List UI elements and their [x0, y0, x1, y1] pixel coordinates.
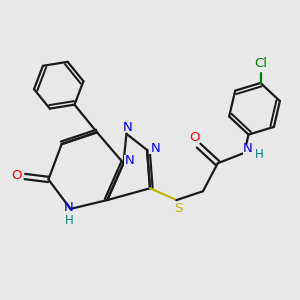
- FancyBboxPatch shape: [172, 203, 184, 214]
- Text: N: N: [125, 154, 135, 167]
- Text: N: N: [242, 142, 252, 155]
- FancyBboxPatch shape: [188, 132, 200, 143]
- FancyBboxPatch shape: [243, 145, 256, 156]
- Text: N: N: [123, 121, 133, 134]
- FancyBboxPatch shape: [253, 58, 268, 70]
- Text: O: O: [189, 131, 200, 144]
- Text: H: H: [255, 148, 263, 161]
- Text: Cl: Cl: [254, 57, 267, 70]
- FancyBboxPatch shape: [149, 143, 161, 154]
- Text: N: N: [64, 201, 74, 214]
- Text: N: N: [150, 142, 160, 155]
- Text: O: O: [11, 169, 22, 182]
- FancyBboxPatch shape: [61, 210, 77, 226]
- FancyBboxPatch shape: [122, 122, 134, 133]
- FancyBboxPatch shape: [11, 170, 22, 180]
- Text: S: S: [174, 202, 182, 215]
- FancyBboxPatch shape: [124, 155, 136, 166]
- Text: H: H: [65, 214, 74, 227]
